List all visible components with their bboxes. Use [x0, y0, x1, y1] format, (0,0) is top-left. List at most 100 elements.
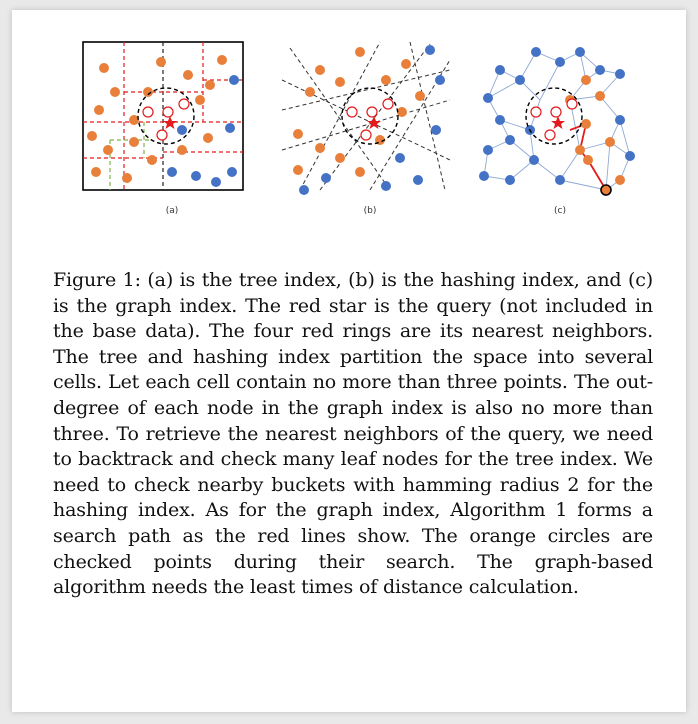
diagram-mark: [229, 75, 239, 85]
diagram-mark: [495, 115, 505, 125]
diagram-mark: [555, 57, 565, 67]
query-star: [163, 116, 177, 129]
diagram-mark: [401, 59, 411, 69]
diagram-mark: [381, 181, 391, 191]
caption-label: Figure 1:: [53, 269, 141, 291]
diagram-mark: [483, 93, 493, 103]
diagram-mark: [321, 173, 331, 183]
diagram-mark: [409, 41, 446, 191]
diagram-mark: [225, 123, 235, 133]
diagram-mark: [299, 41, 381, 191]
search-radius-circle: [341, 87, 399, 145]
diagram-mark: [203, 133, 213, 143]
diagram-mark: [381, 75, 391, 85]
diagram-mark: [110, 87, 120, 97]
diagram-mark: [315, 143, 325, 153]
diagram-mark: [575, 145, 585, 155]
diagram-mark: [281, 99, 451, 151]
diagram-mark: [483, 145, 493, 155]
diagram-mark: [431, 125, 441, 135]
tree-points: [87, 55, 239, 187]
diagram-mark: [122, 173, 132, 183]
diagram-mark: [555, 175, 565, 185]
nearest-neighbor-ring: [142, 106, 154, 118]
diagram-mark: [319, 43, 431, 191]
diagram-mark: [315, 65, 325, 75]
diagram-mark: [167, 167, 177, 177]
diagram-mark: [355, 47, 365, 57]
hashing-index-diagram: [281, 41, 451, 195]
diagram-mark: [619, 119, 631, 157]
tree-index-diagram: [82, 41, 244, 191]
nearest-neighbor-ring: [178, 98, 190, 110]
hash-hyperplanes: [281, 41, 451, 191]
diagram-mark: [568, 73, 621, 101]
diagram-mark: [581, 119, 591, 129]
diagram-mark: [177, 145, 187, 155]
diagram-mark: [600, 184, 612, 196]
diagram-mark: [531, 47, 541, 57]
diagram-mark: [335, 77, 345, 87]
nearest-neighbor-ring: [156, 129, 168, 141]
diagram-mark: [583, 155, 593, 165]
diagram-mark: [581, 75, 591, 85]
diagram-mark: [397, 107, 407, 117]
diagram-mark: [413, 175, 423, 185]
diagram-mark: [217, 55, 227, 65]
diagram-mark: [205, 80, 215, 90]
diagram-mark: [99, 63, 109, 73]
diagram-mark: [305, 87, 315, 97]
panel-label-a: (a): [165, 206, 179, 216]
diagram-mark: [479, 171, 489, 181]
diagram-mark: [191, 171, 201, 181]
diagram-mark: [595, 65, 605, 75]
diagram-mark: [299, 185, 309, 195]
diagram-mark: [129, 137, 139, 147]
diagram-mark: [183, 70, 193, 80]
panel-hashing-index: [280, 40, 460, 210]
diagram-mark: [355, 167, 365, 177]
diagram-mark: [103, 145, 113, 155]
diagram-mark: [599, 95, 631, 191]
diagram-mark: [533, 99, 581, 181]
caption-text: (a) is the tree index, (b) is the hashin…: [53, 269, 653, 599]
diagram-mark: [615, 69, 625, 79]
diagram-mark: [94, 105, 104, 115]
diagram-mark: [91, 167, 101, 177]
diagram-mark: [293, 129, 303, 139]
diagram-mark: [281, 69, 451, 111]
search-radius-circle: [137, 87, 195, 145]
query-star: [551, 116, 565, 129]
diagram-mark: [625, 151, 635, 161]
diagram-mark: [147, 155, 157, 165]
hash-points: [293, 45, 445, 195]
diagram-mark: [529, 155, 539, 165]
query-star: [367, 116, 381, 129]
diagram-mark: [605, 137, 615, 147]
diagram-mark: [505, 135, 515, 145]
diagram-mark: [495, 65, 505, 75]
search-radius-circle: [525, 87, 583, 145]
panel-label-c: (c): [554, 206, 566, 216]
diagram-mark: [289, 47, 391, 191]
nearest-neighbor-ring: [550, 106, 562, 118]
nearest-neighbor-ring: [566, 98, 578, 110]
diagram-mark: [615, 175, 625, 185]
panel-tree-index: [82, 40, 262, 210]
diagram-mark: [335, 153, 345, 163]
diagram-mark: [87, 131, 97, 141]
diagram-mark: [177, 125, 187, 135]
nearest-neighbor-ring: [366, 106, 378, 118]
diagram-mark: [395, 153, 405, 163]
diagram-mark: [156, 57, 166, 67]
nearest-neighbor-ring: [530, 106, 542, 118]
diagram-mark: [195, 95, 205, 105]
diagram-mark: [505, 175, 515, 185]
diagram-mark: [415, 91, 425, 101]
diagram-mark: [615, 115, 625, 125]
nearest-neighbor-ring: [162, 106, 174, 118]
diagram-mark: [425, 45, 435, 55]
diagram-mark: [575, 47, 585, 57]
nearest-neighbor-ring: [346, 106, 358, 118]
diagram-mark: [211, 177, 221, 187]
